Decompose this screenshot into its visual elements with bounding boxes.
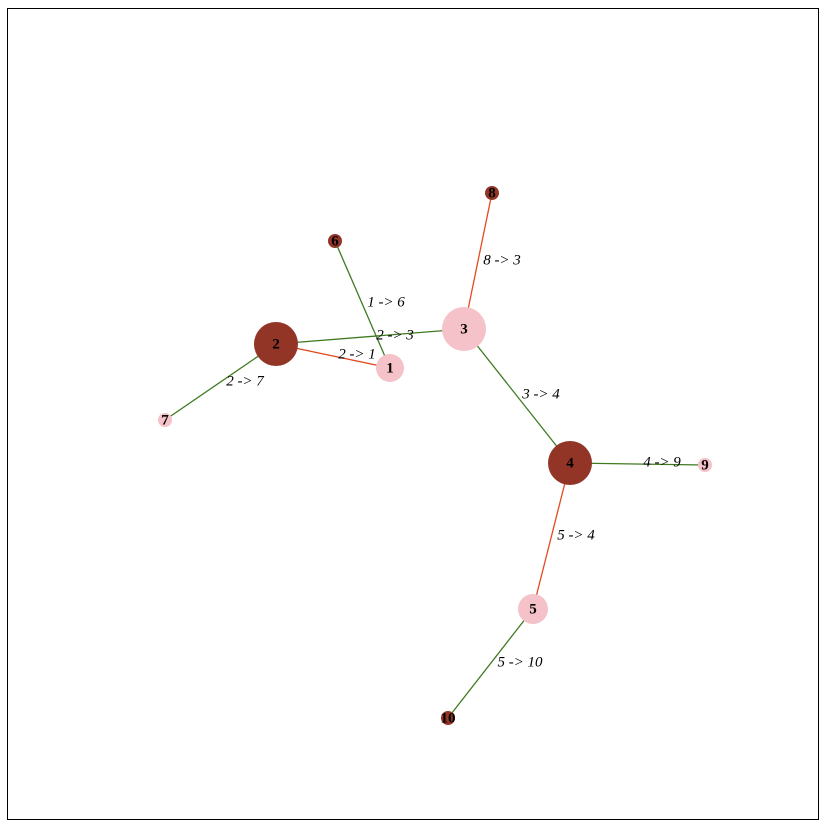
edge-label-8-3: 8 -> 3 (483, 252, 521, 268)
edges-layer (164, 192, 706, 719)
node-circle-8[interactable] (485, 186, 499, 200)
edge-label-3-4: 3 -> 4 (521, 386, 560, 402)
node-2[interactable]: 2 (254, 322, 298, 366)
edge-label-2-1: 2 -> 1 (338, 346, 376, 362)
edge-2-3 (275, 328, 465, 345)
node-6[interactable]: 6 (328, 233, 342, 249)
node-label-4: 4 (566, 455, 574, 471)
node-circle-9[interactable] (698, 458, 712, 472)
node-10[interactable]: 10 (441, 710, 456, 726)
edge-2-7 (164, 343, 277, 421)
node-label-3: 3 (460, 321, 468, 337)
node-circle-2[interactable] (254, 322, 298, 366)
edge-label-5-4: 5 -> 4 (557, 527, 595, 543)
node-label-6: 6 (331, 233, 339, 249)
edge-label-4-9: 4 -> 9 (643, 454, 681, 470)
nodes-layer: 1 2 3 4 5 6 7 8 9 10 (158, 185, 712, 726)
edge-5-10 (447, 608, 534, 719)
edge-4-9 (569, 462, 706, 466)
node-label-2: 2 (272, 336, 280, 352)
node-3[interactable]: 3 (442, 307, 486, 351)
edge-label-1-6: 1 -> 6 (367, 294, 405, 310)
node-circle-7[interactable] (158, 413, 172, 427)
edge-labels-layer: 2 -> 32 -> 1 1 -> 6 2 -> 7 8 -> 3 3 -> 4 4 ->… (226, 252, 681, 670)
node-circle-10[interactable] (441, 711, 455, 725)
node-label-1: 1 (386, 360, 394, 376)
node-circle-1[interactable] (376, 354, 404, 382)
edge-3-4 (463, 328, 571, 464)
edge-5-4 (532, 462, 571, 610)
edge-8-3 (463, 192, 493, 330)
node-7[interactable]: 7 (158, 412, 172, 428)
graph-canvas (7, 8, 819, 820)
node-circle-6[interactable] (328, 234, 342, 248)
node-circle-4[interactable] (548, 441, 592, 485)
node-label-9: 9 (701, 457, 709, 473)
node-circle-5[interactable] (518, 594, 548, 624)
edge-label-2-3: 2 -> 3 (376, 327, 414, 343)
node-4[interactable]: 4 (548, 441, 592, 485)
node-8[interactable]: 8 (485, 185, 499, 201)
node-label-5: 5 (529, 601, 537, 617)
node-label-7: 7 (161, 412, 169, 428)
node-label-10: 10 (441, 710, 456, 726)
node-1[interactable]: 1 (376, 354, 404, 382)
node-5[interactable]: 5 (518, 594, 548, 624)
node-9[interactable]: 9 (698, 457, 712, 473)
edge-label-5-10: 5 -> 10 (497, 654, 543, 670)
edge-label-2-7: 2 -> 7 (226, 373, 265, 389)
edge-1-6 (334, 240, 391, 369)
node-circle-3[interactable] (442, 307, 486, 351)
node-label-8: 8 (488, 185, 496, 201)
